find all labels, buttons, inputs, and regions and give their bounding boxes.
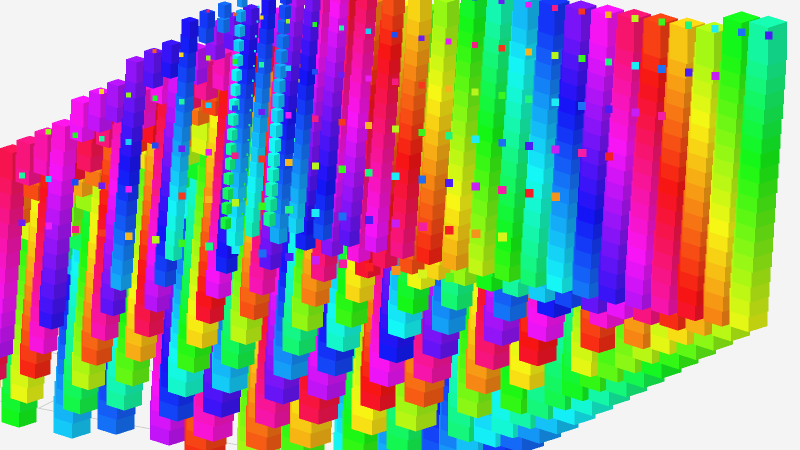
cube-face-front [0,148,13,181]
cube-marker[interactable] [162,39,181,64]
cube-face-front [199,11,208,30]
cube-face-side [189,19,199,40]
cube-face-front [126,59,137,84]
cube-face-front [162,42,172,64]
cube-face-front [16,140,30,172]
cube-face-front [89,91,101,118]
cube-face-top [0,144,27,153]
cube-marker[interactable] [181,16,199,40]
cube-face-front [144,50,154,74]
cube-face-front [52,122,65,152]
cube-face-front [181,19,190,40]
cube-face-front [34,131,48,162]
cube-face-front [198,26,207,44]
cube-face-front [71,99,84,128]
cube-face-side [207,11,215,30]
cube-face-front [107,82,119,109]
